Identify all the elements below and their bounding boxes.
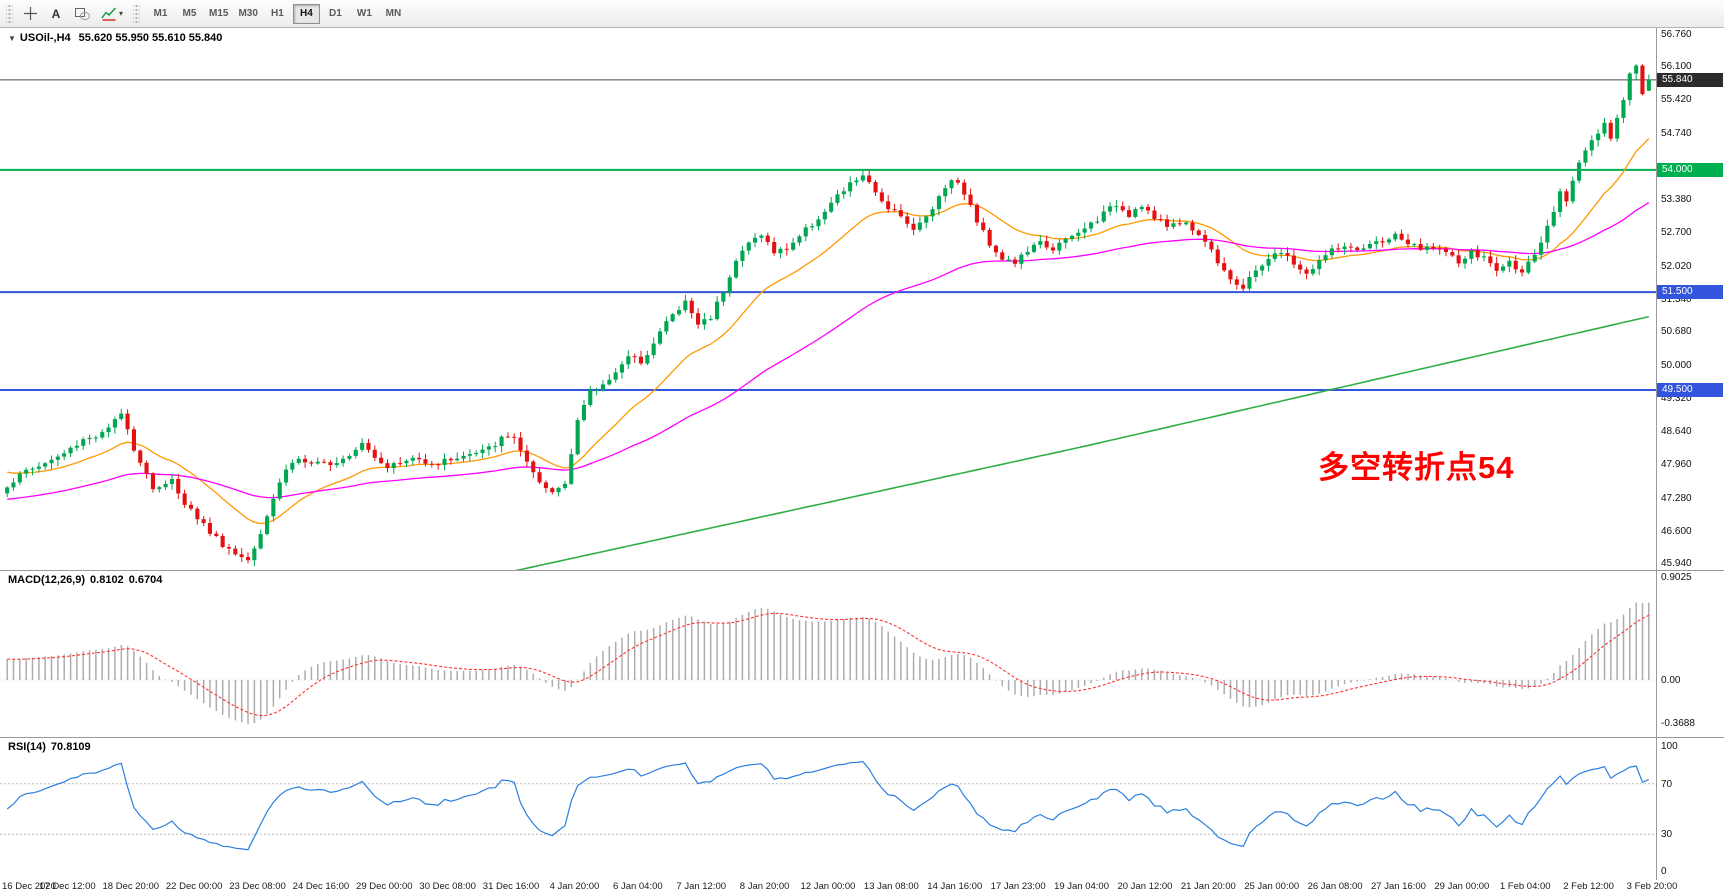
time-axis-label: 3 Feb 20:00 xyxy=(1626,881,1678,892)
price-axis-label: 50.000 xyxy=(1661,359,1692,371)
time-axis-label: 7 Jan 12:00 xyxy=(676,881,727,892)
level-price-badge: 54.000 xyxy=(1657,162,1723,177)
timeframe-button-d1[interactable]: D1 xyxy=(322,4,349,24)
symbol-dropdown-icon[interactable]: ▼ xyxy=(8,34,16,43)
time-axis-label: 26 Jan 08:00 xyxy=(1307,881,1363,892)
price-axis-label: 50.680 xyxy=(1661,326,1692,338)
time-axis-label: 17 Jan 23:00 xyxy=(990,881,1046,892)
timeframe-button-m5[interactable]: M5 xyxy=(176,4,203,24)
time-axis-label: 8 Jan 20:00 xyxy=(739,881,790,892)
timeframe-button-h1[interactable]: H1 xyxy=(264,4,291,24)
time-axis-label: 30 Dec 08:00 xyxy=(419,881,476,892)
time-axis-label: 25 Jan 00:00 xyxy=(1244,881,1300,892)
macd-chart[interactable] xyxy=(0,571,1724,737)
shapes-icon xyxy=(74,8,90,20)
candlestick-chart[interactable] xyxy=(0,28,1724,570)
rsi-name: RSI(14) xyxy=(8,741,46,753)
price-axis-label: 46.600 xyxy=(1661,525,1692,537)
time-axis-label: 1 Feb 04:00 xyxy=(1499,881,1551,892)
indicators-icon xyxy=(101,7,116,21)
crosshair-icon xyxy=(23,7,37,20)
price-axis-label: 47.280 xyxy=(1661,492,1692,504)
macd-main-value: 0.8102 xyxy=(90,574,124,586)
time-axis-label: 12 Jan 00:00 xyxy=(800,881,856,892)
timeframe-button-w1[interactable]: W1 xyxy=(351,4,378,24)
time-axis-label: 14 Jan 16:00 xyxy=(927,881,983,892)
symbol-name: USOil-,H4 xyxy=(19,32,71,44)
chart-symbol-title: ▼ USOil-,H4 55.620 55.950 55.610 55.840 xyxy=(8,32,222,44)
time-axis-label: 21 Jan 20:00 xyxy=(1180,881,1236,892)
rsi-chart[interactable] xyxy=(0,738,1724,880)
timeframe-button-m30[interactable]: M30 xyxy=(234,4,261,24)
price-axis-label: 54.740 xyxy=(1661,127,1692,139)
price-axis-label: 47.960 xyxy=(1661,459,1692,471)
time-axis-label: 31 Dec 16:00 xyxy=(482,881,540,892)
ohlc-values: 55.620 55.950 55.610 55.840 xyxy=(78,32,223,44)
time-axis-label: 24 Dec 16:00 xyxy=(292,881,350,892)
time-axis-label: 4 Jan 20:00 xyxy=(549,881,600,892)
price-axis-label: 48.640 xyxy=(1661,426,1692,438)
time-axis[interactable]: 16 Dec 2020 17 Dec 12:00 18 Dec 20:00 22 De… xyxy=(0,880,1724,893)
timeframe-button-mn[interactable]: MN xyxy=(380,4,407,24)
time-axis-label: 27 Jan 16:00 xyxy=(1370,881,1426,892)
price-axis-label: 51.340 xyxy=(1661,293,1692,305)
time-axis-label: 6 Jan 04:00 xyxy=(613,881,663,892)
price-axis-label: 49.320 xyxy=(1661,392,1692,404)
time-axis-label: 13 Jan 08:00 xyxy=(863,881,919,892)
toolbar-drag-handle[interactable] xyxy=(6,3,13,24)
price-axis-label: 45.940 xyxy=(1661,558,1692,570)
bid-price-badge: 55.840 xyxy=(1657,72,1723,87)
time-axis-label: 29 Jan 00:00 xyxy=(1434,881,1490,892)
crosshair-tool-button[interactable] xyxy=(17,3,43,25)
price-axis-label: 52.020 xyxy=(1661,260,1692,272)
panel-separator[interactable] xyxy=(0,737,1724,738)
time-axis-label: 17 Dec 12:00 xyxy=(39,881,96,892)
toolbar: A ▾ M1 M5 M15 M30 H1 H4 D1 W1 MN xyxy=(0,0,1724,28)
macd-label: MACD(12,26,9) 0.8102 0.6704 xyxy=(8,574,167,586)
macd-axis-label: 0.9025 xyxy=(1661,572,1692,583)
timeframe-button-m15[interactable]: M15 xyxy=(205,4,232,24)
chevron-down-icon: ▾ xyxy=(118,9,123,18)
time-axis-label: 20 Jan 12:00 xyxy=(1117,881,1173,892)
time-axis-label: 18 Dec 20:00 xyxy=(102,881,160,892)
chart-annotation-text: 多空转折点54 xyxy=(1318,450,1515,485)
price-axis-label: 56.100 xyxy=(1661,61,1692,73)
price-axis-label: 56.760 xyxy=(1661,28,1692,40)
text-tool-button[interactable]: A xyxy=(43,3,69,25)
panel-separator[interactable] xyxy=(0,570,1724,571)
level-price-badge: 49.500 xyxy=(1657,382,1723,397)
macd-name: MACD(12,26,9) xyxy=(8,574,86,586)
price-axis-label: 52.700 xyxy=(1661,227,1692,239)
indicators-tool-button[interactable]: ▾ xyxy=(95,3,129,25)
rsi-axis-label: 0 xyxy=(1661,866,1667,877)
time-axis-label: 19 Jan 04:00 xyxy=(1054,881,1109,892)
price-axis-label: 53.380 xyxy=(1661,194,1692,206)
price-axis-separator xyxy=(1656,28,1657,880)
text-tool-icon: A xyxy=(51,6,61,21)
time-axis-label: 16 Dec 2020 xyxy=(2,881,56,892)
toolbar-drag-handle[interactable] xyxy=(133,3,140,24)
timeframe-button-h4[interactable]: H4 xyxy=(292,3,320,24)
price-axis-label: 55.420 xyxy=(1661,94,1692,106)
level-price-badge: 51.500 xyxy=(1657,285,1723,300)
time-axis-label: 23 Dec 08:00 xyxy=(229,881,286,892)
rsi-label: RSI(14) 70.8109 xyxy=(8,741,96,753)
rsi-axis-label: 30 xyxy=(1661,829,1673,840)
macd-signal-value: 0.6704 xyxy=(128,574,163,586)
shapes-tool-button[interactable] xyxy=(69,3,95,25)
macd-axis-label: 0.00 xyxy=(1661,675,1681,686)
rsi-axis-label: 70 xyxy=(1661,779,1673,790)
timeframe-button-m1[interactable]: M1 xyxy=(147,4,174,24)
macd-axis-label: -0.3688 xyxy=(1661,718,1695,729)
rsi-axis-label: 100 xyxy=(1661,741,1678,752)
time-axis-label: 29 Dec 00:00 xyxy=(356,881,413,892)
rsi-value: 70.8109 xyxy=(50,741,91,753)
time-axis-label: 2 Feb 12:00 xyxy=(1563,881,1614,892)
time-axis-label: 22 Dec 00:00 xyxy=(165,881,223,892)
timeframe-toolbar: M1 M5 M15 M30 H1 H4 D1 W1 MN xyxy=(146,3,408,24)
